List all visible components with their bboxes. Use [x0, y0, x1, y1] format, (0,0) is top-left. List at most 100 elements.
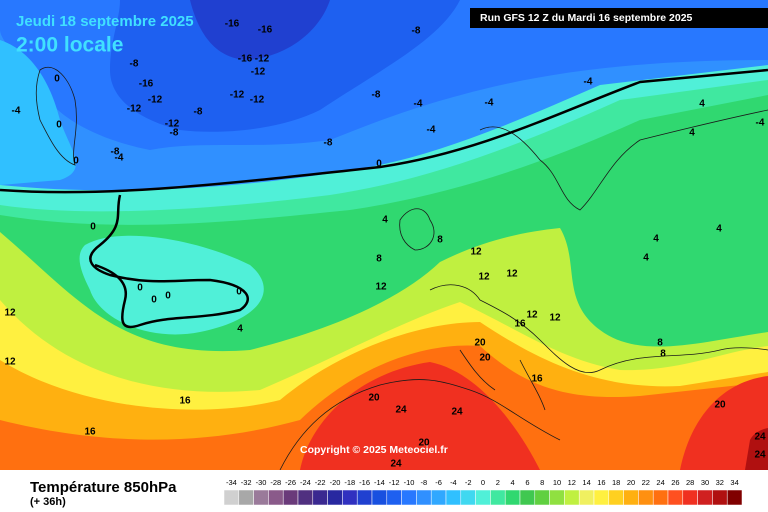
contour-label: 12	[4, 357, 16, 368]
scale-label: 2	[496, 478, 500, 487]
scale-swatch	[519, 489, 536, 506]
europe-coast	[429, 284, 768, 373]
contour-label: 20	[368, 393, 380, 404]
contour-label: 4	[699, 99, 705, 110]
scale-label: 12	[568, 478, 576, 487]
contour-label: -8	[412, 26, 421, 37]
scale-swatch	[549, 489, 565, 506]
field-28	[300, 362, 540, 470]
scale-label: -2	[465, 478, 472, 487]
scale-label: 20	[627, 478, 635, 487]
scale-swatch	[386, 489, 402, 506]
contour-label: 24	[451, 407, 463, 418]
britain-coast	[399, 208, 435, 251]
zero-contour	[0, 68, 768, 329]
scale-swatch	[253, 489, 269, 506]
scale-label: -6	[435, 478, 442, 487]
contour-label: 4	[689, 128, 695, 139]
contour-label: -8	[324, 138, 333, 149]
contour-label: 12	[375, 282, 387, 293]
contour-label: 12	[478, 272, 490, 283]
italy-coast	[459, 349, 546, 411]
contour-label: -4	[756, 118, 765, 129]
run-box	[470, 8, 768, 28]
scale-label: -22	[315, 478, 326, 487]
scale-label: 24	[656, 478, 664, 487]
scale-swatch	[712, 489, 728, 506]
contour-label: 24	[754, 450, 766, 461]
temperature-field	[0, 0, 768, 470]
contour-label: -4	[427, 125, 436, 136]
contour-label: 4	[382, 215, 388, 226]
scale-label: 26	[671, 478, 679, 487]
contour-label: -12	[250, 95, 265, 106]
coastlines	[35, 67, 768, 471]
scale-swatch	[534, 489, 550, 506]
scale-label: -32	[241, 478, 252, 487]
contour-label: -12	[148, 95, 163, 106]
contour-label: 8	[660, 349, 666, 360]
scale-label: 32	[716, 478, 724, 487]
legend-lead: (+ 36h)	[30, 496, 66, 508]
contour-label: -8	[111, 147, 120, 158]
scale-label: 14	[582, 478, 590, 487]
contour-label: -4	[485, 98, 494, 109]
zero-isotherm-low	[89, 194, 249, 329]
scale-swatch	[342, 489, 358, 506]
scale-swatch	[652, 489, 669, 506]
contour-label: -12	[165, 119, 180, 130]
contour-label: 0	[73, 156, 79, 167]
contour-label: 24	[395, 405, 407, 416]
contour-label: -8	[170, 128, 179, 139]
scale-label: -10	[404, 478, 415, 487]
scale-label: 0	[481, 478, 485, 487]
copyright: Copyright © 2025 Meteociel.fr	[300, 444, 448, 456]
contour-label: -4	[414, 99, 423, 110]
field-28-east	[680, 376, 768, 470]
contour-label: 8	[437, 235, 443, 246]
scale-label: 22	[642, 478, 650, 487]
contour-label: -16	[225, 19, 240, 30]
scale-swatch	[475, 489, 491, 506]
scale-swatch	[445, 489, 462, 506]
contour-label: -8	[194, 107, 203, 118]
scale-swatch	[371, 489, 388, 506]
contour-label: 0	[376, 159, 382, 170]
scale-swatch	[460, 489, 476, 506]
contour-label: 4	[653, 234, 659, 245]
contour-label: 8	[376, 254, 382, 265]
forecast-time: 2:00 locale	[16, 34, 123, 57]
scale-swatch	[578, 489, 595, 506]
scale-label: 8	[540, 478, 544, 487]
contour-label: -12	[127, 104, 142, 115]
scale-label: 4	[511, 478, 515, 487]
contour-label: 16	[514, 319, 526, 330]
scale-label: 18	[612, 478, 620, 487]
scale-swatch	[282, 489, 299, 506]
contour-labels: -16-16 -8-8-16-16 -12-12-12-12-12 -12-8-12-…	[4, 19, 766, 470]
scale-swatch	[430, 489, 447, 506]
scale-swatch	[726, 489, 743, 506]
contour-label: -16	[258, 25, 273, 36]
contour-label: 20	[474, 338, 486, 349]
scale-swatch	[327, 489, 343, 506]
field-atlantic-low	[79, 235, 264, 335]
run-info: Run GFS 12 Z du Mardi 16 septembre 2025	[480, 12, 693, 24]
scale-label: -20	[330, 478, 341, 487]
scale-swatch	[623, 489, 639, 506]
scale-swatch	[356, 489, 373, 506]
contour-label: 12	[526, 310, 538, 321]
scale-swatch	[490, 489, 506, 506]
contour-label: 24	[390, 459, 402, 470]
scale-label: 10	[553, 478, 561, 487]
africa-coast	[279, 379, 561, 471]
contour-label: 16	[531, 374, 543, 385]
contour-label: 4	[716, 224, 722, 235]
field-32	[745, 428, 768, 470]
scale-swatch	[504, 489, 521, 506]
contour-label: 8	[657, 338, 663, 349]
scandinavia-coast	[479, 109, 768, 211]
scale-label: -24	[300, 478, 311, 487]
contour-label: -16	[238, 54, 253, 65]
